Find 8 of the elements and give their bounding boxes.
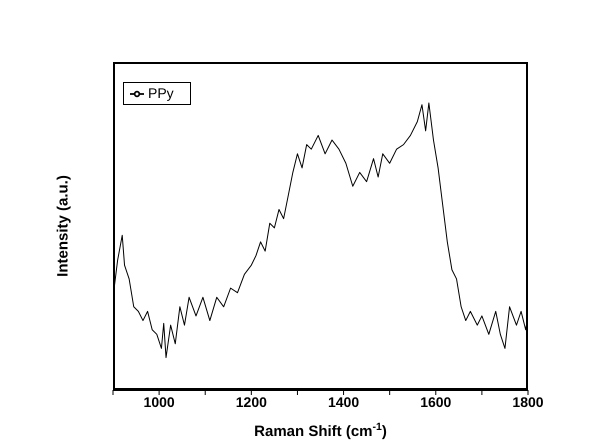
x-tick-label: 1400: [328, 394, 360, 410]
y-axis-title: Intensity (a.u.): [54, 175, 72, 277]
x-tick-label: 1200: [236, 394, 268, 410]
legend-label: PPy: [148, 85, 174, 101]
x-axis-title: Raman Shift (cm$^{-1}$): [254, 421, 387, 440]
x-tick-label: 1600: [420, 394, 452, 410]
x-tick-label: 1000: [144, 394, 175, 410]
x-tick-label: 1800: [512, 394, 544, 410]
